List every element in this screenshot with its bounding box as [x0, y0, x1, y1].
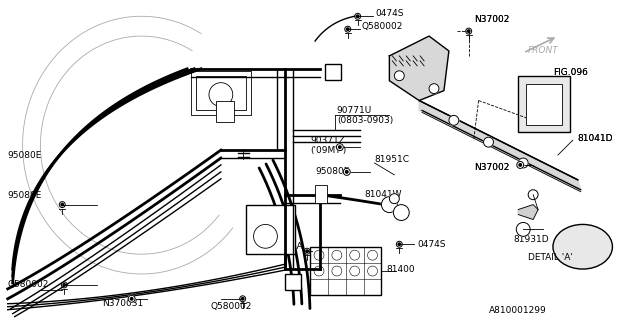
- Circle shape: [516, 162, 524, 168]
- Circle shape: [398, 243, 401, 245]
- Circle shape: [449, 116, 459, 125]
- Text: FIG.096: FIG.096: [553, 68, 588, 77]
- Text: 90371Z: 90371Z: [310, 136, 345, 145]
- Circle shape: [516, 222, 530, 236]
- Text: Q580002: Q580002: [362, 22, 403, 31]
- Polygon shape: [389, 36, 449, 100]
- Circle shape: [394, 204, 409, 220]
- Text: (0803-0903): (0803-0903): [337, 116, 393, 125]
- Circle shape: [394, 71, 404, 81]
- Text: 81041D: 81041D: [578, 134, 613, 143]
- Text: A: A: [291, 278, 296, 287]
- Circle shape: [356, 15, 359, 18]
- Text: N370031: N370031: [102, 299, 143, 308]
- Circle shape: [131, 298, 133, 300]
- Bar: [315, 185, 327, 203]
- Text: 81041D: 81041D: [578, 134, 613, 143]
- Bar: [196, 76, 246, 110]
- Bar: [518, 76, 570, 132]
- Ellipse shape: [553, 224, 612, 269]
- Circle shape: [519, 164, 522, 166]
- Circle shape: [128, 295, 135, 302]
- Text: 95080E: 95080E: [315, 167, 349, 176]
- Bar: [285, 274, 301, 290]
- Circle shape: [346, 28, 349, 30]
- Text: DETAIL 'A': DETAIL 'A': [528, 253, 573, 262]
- Circle shape: [63, 284, 65, 286]
- Polygon shape: [419, 100, 580, 190]
- Text: N37002: N37002: [474, 164, 509, 172]
- Text: A: A: [330, 68, 336, 77]
- Circle shape: [467, 30, 470, 32]
- Text: 81931D: 81931D: [513, 235, 549, 244]
- Circle shape: [429, 84, 439, 93]
- Text: Q580002: Q580002: [211, 302, 252, 311]
- Text: A810001299: A810001299: [488, 306, 547, 315]
- Circle shape: [306, 250, 308, 252]
- Text: N37002: N37002: [474, 164, 509, 172]
- Circle shape: [518, 158, 528, 168]
- Bar: [246, 204, 295, 254]
- Circle shape: [61, 204, 63, 206]
- Text: FIG.096: FIG.096: [553, 68, 588, 77]
- Text: N37002: N37002: [474, 15, 509, 24]
- Circle shape: [337, 144, 343, 151]
- Text: 0474S: 0474S: [376, 9, 404, 18]
- Circle shape: [346, 171, 348, 173]
- Text: 95080E: 95080E: [8, 150, 42, 160]
- Bar: [216, 100, 234, 122]
- Circle shape: [484, 137, 493, 147]
- Text: 82210A: 82210A: [268, 242, 303, 251]
- Text: 81951C: 81951C: [374, 156, 410, 164]
- Circle shape: [241, 298, 244, 300]
- Bar: [310, 247, 381, 295]
- Circle shape: [389, 194, 399, 204]
- Polygon shape: [518, 204, 538, 220]
- Text: 0474S: 0474S: [417, 240, 445, 249]
- Bar: [526, 84, 562, 124]
- Text: 81400: 81400: [387, 265, 415, 274]
- Text: 95080E: 95080E: [8, 191, 42, 200]
- Bar: [325, 64, 341, 80]
- Text: 81041W: 81041W: [365, 190, 402, 199]
- Text: ('09MY-): ('09MY-): [310, 146, 346, 155]
- Circle shape: [343, 168, 350, 175]
- Text: 90771U: 90771U: [337, 106, 372, 115]
- Text: FRONT: FRONT: [528, 46, 559, 55]
- Text: Q580002: Q580002: [8, 280, 49, 289]
- Circle shape: [381, 197, 397, 212]
- Circle shape: [339, 146, 341, 148]
- Circle shape: [528, 190, 538, 200]
- Bar: [191, 71, 251, 116]
- Text: N37002: N37002: [474, 15, 509, 24]
